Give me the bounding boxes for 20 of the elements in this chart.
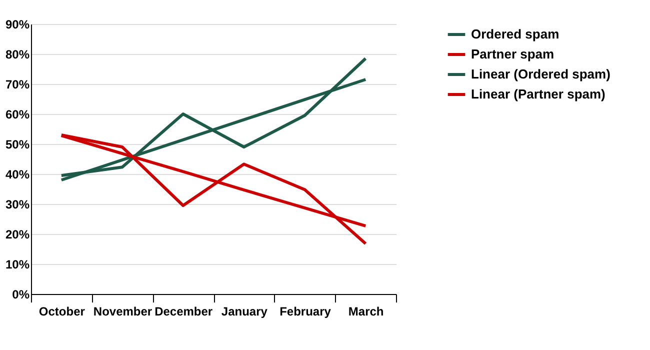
y-tick-label: 50% <box>5 138 30 152</box>
legend-label: Ordered spam <box>471 26 560 42</box>
x-tick-label: February <box>280 304 332 318</box>
y-tick-label: 30% <box>5 198 30 212</box>
x-tick-label: January <box>221 304 268 318</box>
y-tick-label: 40% <box>5 168 30 182</box>
x-tick-label: October <box>38 304 86 318</box>
x-tick-label: November <box>93 304 152 318</box>
y-tick-label: 0% <box>12 288 30 302</box>
legend-label: Partner spam <box>471 46 554 62</box>
y-tick-label: 90% <box>5 18 30 32</box>
y-tick-label: 60% <box>5 108 30 122</box>
y-tick-label: 80% <box>5 48 30 62</box>
y-tick-label: 10% <box>5 258 30 272</box>
y-tick-label: 70% <box>5 78 30 92</box>
legend-label: Linear (Ordered spam) <box>471 66 610 82</box>
x-tick-label: March <box>348 304 384 318</box>
x-tick-label: December <box>154 304 213 318</box>
legend-label: Linear (Partner spam) <box>471 86 606 102</box>
y-tick-label: 20% <box>5 228 30 242</box>
